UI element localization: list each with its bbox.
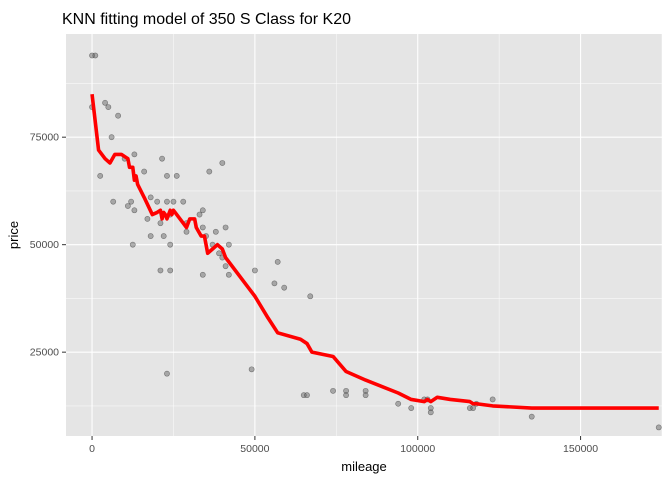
- data-point: [219, 160, 226, 166]
- data-point: [129, 241, 136, 248]
- data-point: [160, 233, 167, 239]
- data-point: [427, 405, 434, 411]
- data-point: [183, 228, 190, 235]
- data-point: [343, 387, 349, 394]
- data-point: [131, 207, 138, 214]
- y-tick-label: 50000: [30, 239, 59, 251]
- data-point: [199, 207, 206, 214]
- data-point: [102, 99, 108, 106]
- data-point: [92, 52, 99, 59]
- data-point: [164, 198, 170, 205]
- x-tick-label: 50000: [240, 443, 269, 455]
- data-point: [167, 241, 174, 248]
- data-point: [362, 387, 369, 394]
- data-point: [108, 134, 115, 141]
- x-axis: 0 50000 100000 150000: [89, 436, 598, 455]
- data-point: [248, 366, 255, 373]
- scatter-points: [89, 52, 662, 431]
- grid-major: [66, 34, 662, 436]
- data-point: [164, 172, 170, 179]
- data-point: [97, 172, 104, 179]
- x-tick-label: 150000: [563, 443, 598, 455]
- data-point: [199, 224, 206, 231]
- data-point: [105, 104, 112, 110]
- data-point: [343, 392, 349, 399]
- data-point: [489, 396, 496, 403]
- data-point: [307, 293, 314, 300]
- y-axis: 25000 50000 75000: [30, 132, 66, 359]
- data-point: [147, 194, 154, 201]
- data-point: [225, 241, 232, 248]
- data-point: [128, 198, 135, 205]
- data-point: [362, 392, 369, 399]
- data-point: [115, 112, 122, 119]
- data-point: [528, 413, 535, 420]
- x-tick-label: 100000: [400, 443, 435, 455]
- data-point: [281, 284, 288, 291]
- data-point: [141, 168, 148, 175]
- data-point: [180, 198, 187, 205]
- data-point: [110, 198, 117, 205]
- data-point: [170, 198, 177, 205]
- y-tick-label: 75000: [30, 132, 59, 144]
- data-point: [159, 155, 165, 162]
- data-point: [144, 215, 151, 222]
- x-axis-title: mileage: [341, 459, 387, 474]
- y-tick-label: 25000: [30, 347, 59, 359]
- data-point: [222, 263, 229, 270]
- data-point: [300, 392, 307, 399]
- data-point: [157, 267, 164, 274]
- data-point: [395, 400, 402, 407]
- data-point: [271, 280, 278, 287]
- data-point: [196, 211, 203, 218]
- data-point: [206, 168, 213, 175]
- data-point: [655, 424, 662, 431]
- data-point: [330, 387, 336, 394]
- data-point: [157, 220, 164, 227]
- data-point: [251, 267, 258, 274]
- chart-title: KNN fitting model of 350 S Class for K20: [62, 11, 351, 28]
- data-point: [427, 409, 434, 416]
- x-tick-label: 0: [89, 443, 95, 455]
- data-point: [225, 271, 232, 278]
- data-point: [216, 250, 222, 257]
- data-point: [222, 224, 229, 231]
- data-point: [212, 228, 219, 235]
- data-point: [167, 267, 174, 274]
- data-point: [164, 370, 170, 377]
- data-point: [89, 52, 95, 59]
- data-point: [466, 405, 473, 411]
- data-point: [124, 203, 131, 209]
- y-axis-title: price: [6, 221, 21, 249]
- data-point: [131, 151, 138, 158]
- data-point: [154, 198, 161, 205]
- grid-minor: [66, 34, 663, 436]
- knn-fit-line: [90, 93, 659, 410]
- data-point: [274, 258, 281, 265]
- data-point: [199, 271, 206, 278]
- data-point: [147, 233, 154, 239]
- data-point: [408, 405, 415, 411]
- data-point: [304, 392, 310, 399]
- data-point: [173, 172, 180, 179]
- plot-panel: [66, 34, 662, 436]
